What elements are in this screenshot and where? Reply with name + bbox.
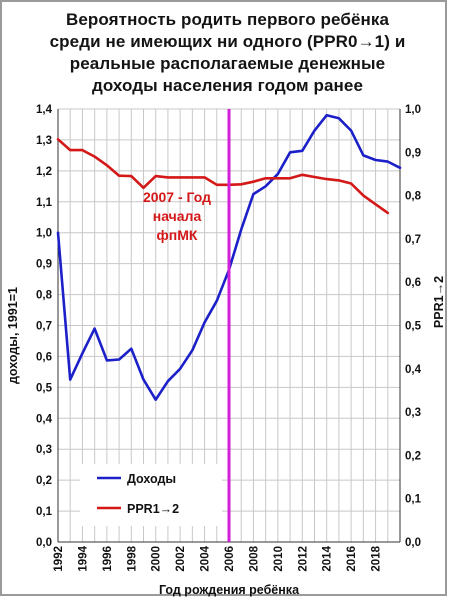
legend-box — [80, 464, 222, 526]
x-tick-label: 2018 — [371, 545, 383, 571]
y-tick-left-label: 1,2 — [36, 166, 52, 178]
x-tick-label: 2016 — [346, 546, 358, 572]
y-tick-right-label: 1,0 — [405, 104, 421, 116]
annotation-label-line: начала — [153, 208, 202, 224]
y-tick-left-label: 0,7 — [36, 321, 52, 333]
y-tick-right-label: 0,8 — [405, 191, 422, 203]
x-tick-label: 2000 — [151, 546, 163, 572]
y-tick-left-label: 1,3 — [36, 135, 52, 147]
y-tick-left-label: 1,4 — [36, 104, 53, 116]
y-tick-left-label: 1,1 — [36, 197, 53, 209]
y-tick-right-label: 0,5 — [405, 321, 422, 333]
x-tick-label: 1994 — [77, 545, 89, 571]
y-tick-left-label: 1,0 — [36, 228, 52, 240]
y-tick-left-label: 0,3 — [36, 444, 52, 456]
x-tick-label: 2002 — [175, 546, 187, 572]
y-axis-right-label: PPR1→2 — [432, 276, 446, 328]
legend-label: Доходы — [127, 472, 176, 486]
y-tick-right-label: 0,9 — [405, 147, 421, 159]
annotation-label-line: 2007 - Год — [143, 189, 211, 205]
annotation-layer: 2007 - Год начала фпМК — [143, 109, 231, 542]
y-axis-left-label: доходы, 1991=1 — [6, 287, 20, 384]
y-tick-right-label: 0,0 — [405, 537, 421, 549]
y-tick-left-label: 0,2 — [36, 475, 52, 487]
legend: Доходы PPR1→2 — [80, 464, 222, 526]
y-tick-right-label: 0,2 — [405, 450, 421, 462]
y-tick-left-label: 0,4 — [36, 413, 53, 425]
y-tick-left-label: 0,0 — [36, 537, 52, 549]
y-tick-right-label: 0,3 — [405, 407, 421, 419]
x-tick-label: 2008 — [248, 545, 260, 571]
title-line-3: реальные располагаемые денежные — [69, 54, 386, 73]
title-line-2: среди не имеющих ни одного (PPR0→1) и — [49, 32, 406, 51]
annotation-label-line: фпМК — [157, 227, 198, 243]
title-line-4: доходы населения годом ранее — [91, 76, 364, 95]
series-line-ppr — [56, 138, 390, 215]
x-tick-label: 1996 — [102, 546, 114, 572]
y-tick-left-label: 0,8 — [36, 290, 53, 302]
x-tick-label: 1992 — [53, 546, 65, 572]
y-tick-right-label: 0,6 — [405, 277, 421, 289]
x-tick-label: 2012 — [297, 546, 309, 572]
y-tick-right-label: 0,4 — [405, 364, 422, 376]
y-tick-left-label: 0,6 — [36, 351, 52, 363]
x-tick-label: 1998 — [126, 545, 138, 571]
legend-label: PPR1→2 — [127, 502, 179, 516]
x-tick-label: 2006 — [224, 546, 236, 572]
x-tick-label: 2010 — [273, 546, 285, 572]
y-tick-right-label: 0,7 — [405, 234, 421, 246]
axes-layer: 0,0 0,1 0,2 0,3 0,4 0,5 0,6 0,7 0,8 0,9 1,0 1,1 1,2 1… — [6, 104, 446, 597]
y-tick-right-label: 0,1 — [405, 494, 422, 506]
title-line-1: Вероятность родить первого ребёнка — [65, 10, 390, 29]
x-axis-label: Год рождения ребёнка — [159, 583, 300, 597]
y-tick-left-label: 0,5 — [36, 382, 53, 394]
x-tick-label: 2004 — [200, 545, 212, 571]
y-tick-left-label: 0,9 — [36, 259, 52, 271]
y-tick-left-label: 0,1 — [36, 506, 53, 518]
x-tick-label: 2014 — [322, 545, 334, 571]
